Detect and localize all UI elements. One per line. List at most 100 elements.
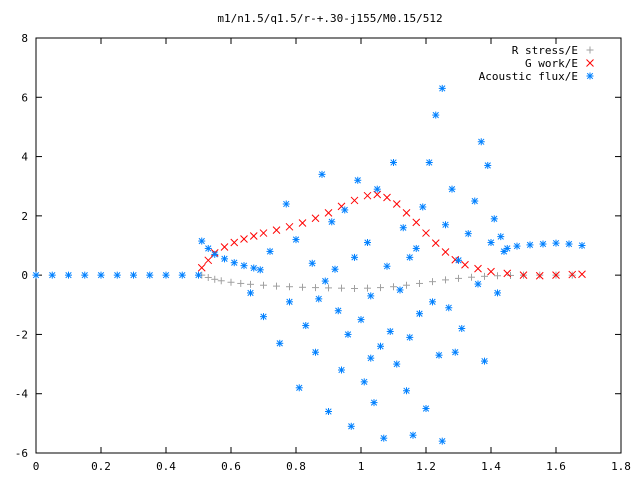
- data-point: [432, 111, 440, 119]
- data-point: [247, 289, 254, 297]
- data-point: [211, 250, 219, 258]
- data-point: [298, 219, 307, 227]
- x-tick-label: 0: [33, 460, 40, 473]
- data-point: [468, 273, 475, 281]
- data-point: [204, 244, 212, 252]
- data-point: [406, 333, 414, 341]
- data-point: [477, 138, 485, 146]
- data-point: [455, 274, 462, 282]
- data-point: [481, 357, 488, 365]
- data-point: [471, 197, 479, 205]
- data-point: [146, 271, 154, 279]
- data-point: [285, 222, 294, 231]
- data-point: [295, 384, 303, 392]
- data-point: [97, 271, 105, 279]
- data-point: [406, 253, 414, 261]
- series-0: [198, 271, 576, 292]
- data-point: [230, 259, 238, 267]
- data-point: [220, 243, 229, 251]
- data-point: [441, 248, 450, 256]
- data-point: [315, 295, 323, 303]
- data-point: [474, 280, 482, 288]
- data-point: [513, 242, 521, 250]
- data-point: [221, 255, 228, 263]
- data-point: [311, 214, 320, 223]
- data-point: [451, 348, 459, 356]
- data-point: [256, 266, 264, 274]
- data-point: [416, 279, 423, 287]
- data-point: [393, 360, 401, 368]
- data-point: [130, 271, 137, 279]
- data-point: [552, 271, 560, 279]
- data-point: [497, 233, 505, 241]
- y-tick-label: 0: [21, 269, 28, 282]
- data-point: [412, 218, 421, 227]
- data-point: [487, 239, 495, 247]
- data-point: [431, 239, 440, 247]
- data-point: [578, 242, 586, 249]
- data-point: [211, 275, 219, 283]
- data-point: [351, 284, 358, 292]
- y-tick-label: 2: [21, 210, 28, 223]
- data-point: [324, 209, 333, 217]
- data-point: [422, 229, 430, 237]
- data-point: [360, 378, 368, 386]
- data-point: [578, 270, 586, 279]
- x-tick-label: 1.8: [611, 460, 631, 473]
- data-point: [237, 279, 245, 287]
- x-tick-label: 1.6: [546, 460, 566, 473]
- y-tick-label: -2: [15, 328, 28, 341]
- x-tick-label: 1.2: [416, 460, 436, 473]
- data-point: [250, 264, 258, 272]
- data-point: [399, 224, 407, 232]
- data-point: [552, 239, 560, 247]
- data-point: [377, 284, 384, 292]
- data-point: [276, 339, 284, 347]
- data-point: [347, 422, 355, 430]
- data-point: [409, 431, 417, 439]
- data-point: [282, 200, 290, 208]
- data-point: [266, 247, 274, 255]
- data-point: [373, 185, 381, 193]
- data-point: [204, 256, 213, 265]
- data-point: [302, 322, 310, 330]
- data-point: [435, 351, 443, 359]
- data-point: [325, 408, 332, 415]
- data-point: [81, 271, 89, 279]
- axes: 0 0.2 0.4 0.6 0.8 1 1.2 1.4 1.6 1.8 -6 -4 -2 0 2 4 6 8: [15, 32, 631, 473]
- data-point: [259, 229, 268, 237]
- data-point: [247, 280, 254, 288]
- data-point: [364, 284, 371, 292]
- data-point: [526, 241, 534, 249]
- data-point: [390, 159, 397, 166]
- legend-marker: [586, 72, 594, 80]
- legend-label: R stress/E: [512, 44, 578, 57]
- data-point: [162, 271, 170, 279]
- data-point: [350, 196, 359, 205]
- data-point: [383, 193, 391, 202]
- x-tick-label: 1: [358, 460, 365, 473]
- legend-marker: [586, 59, 594, 67]
- data-point: [197, 263, 206, 272]
- data-point: [403, 387, 410, 395]
- y-tick-label: 6: [21, 91, 28, 104]
- data-point: [448, 185, 456, 193]
- data-point: [425, 159, 433, 166]
- data-marks: [32, 84, 586, 445]
- data-point: [386, 327, 394, 335]
- data-point: [377, 342, 384, 350]
- data-point: [260, 313, 267, 321]
- data-point: [48, 271, 56, 279]
- data-point: [364, 239, 371, 247]
- data-point: [249, 232, 258, 240]
- data-point: [178, 271, 186, 279]
- data-point: [351, 253, 358, 261]
- data-point: [438, 437, 446, 445]
- data-point: [308, 259, 316, 267]
- data-point: [240, 235, 248, 243]
- data-point: [321, 277, 329, 285]
- data-point: [451, 255, 460, 264]
- y-tick-label: 8: [21, 32, 28, 45]
- data-point: [325, 284, 332, 292]
